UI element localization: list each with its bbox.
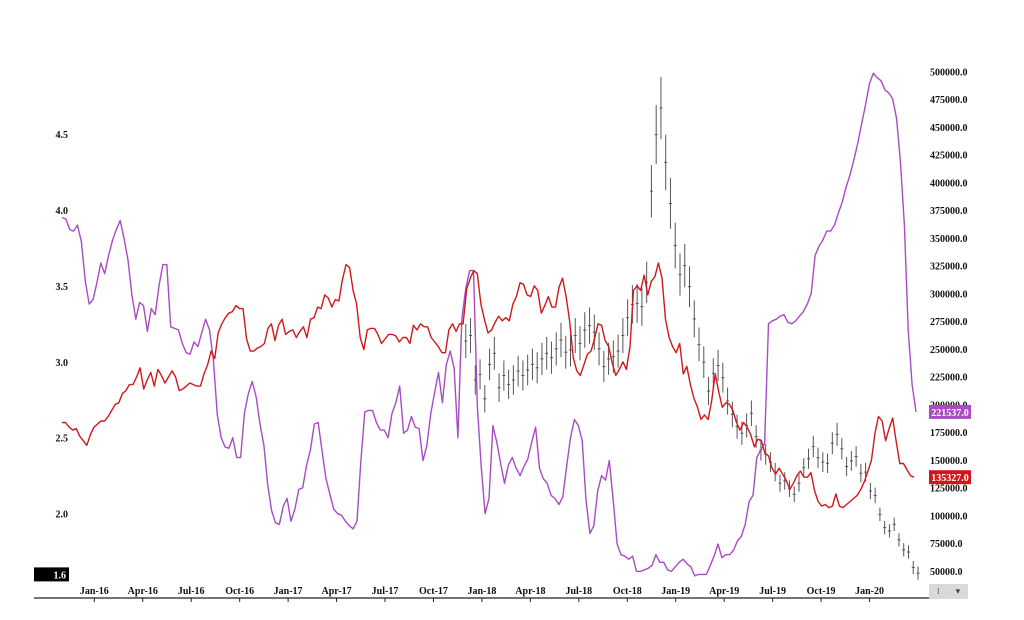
right-axis-tick-label: 425000.0 — [930, 151, 968, 162]
x-axis-tick-label: Oct-18 — [613, 586, 642, 597]
right-axis-tick-label: 450000.0 — [930, 123, 968, 134]
right-axis-ticks: 50000.0 75000.0 100000.0 125000.0 150000.0 17… — [930, 67, 968, 578]
left-axis-tick-label: 3.5 — [56, 282, 69, 293]
right-axis-tick-label: 375000.0 — [930, 206, 968, 217]
x-axis-tick-label: Apr-17 — [321, 586, 351, 597]
last-value-tag-text: 221537.0 — [931, 408, 969, 419]
last-value-tag — [929, 404, 971, 419]
left-axis-tick-label: 4.5 — [56, 130, 69, 141]
last-value-tag — [929, 470, 971, 485]
x-axis-tick-label: Oct-19 — [807, 586, 836, 597]
right-axis-tick-label: 75000.0 — [930, 539, 963, 550]
right-axis-tick-label: 475000.0 — [930, 95, 968, 106]
right-axis-tick-label: 300000.0 — [930, 289, 968, 300]
drag-handle-icon[interactable]: ⁞ — [936, 586, 940, 597]
x-axis-tick-label: Jul-17 — [372, 586, 399, 597]
x-axis-ticks: Jan-16 Apr-16 Jul-16 Oct-16 Jan-17 Apr-17 Jul-… — [80, 586, 884, 602]
series-line-1 — [62, 262, 915, 509]
right-axis-tick-label: 150000.0 — [930, 456, 968, 467]
x-axis-tick-label: Jan-20 — [855, 586, 884, 597]
right-axis-tick-label: 225000.0 — [930, 373, 968, 384]
x-axis-tick-label: Apr-19 — [709, 586, 739, 597]
x-axis-tick-label: Jan-16 — [80, 586, 109, 597]
x-axis-tick-label: Oct-16 — [225, 586, 254, 597]
x-axis-tick-label: Apr-16 — [128, 586, 158, 597]
x-axis-tick-label: Jan-17 — [274, 586, 303, 597]
left-axis-tick-label: 4.0 — [56, 206, 69, 217]
right-axis-tick-label: 350000.0 — [930, 234, 968, 245]
right-axis-tick-label: 250000.0 — [930, 345, 968, 356]
right-axis-tick-label: 125000.0 — [930, 484, 968, 495]
x-axis-tick-label: Jul-16 — [178, 586, 205, 597]
x-axis-tick-label: Jan-18 — [467, 586, 496, 597]
ohlc-bars — [464, 76, 920, 580]
right-axis-tick-label: 325000.0 — [930, 262, 968, 273]
x-axis-tick-label: Jul-18 — [565, 586, 592, 597]
left-axis-tick-label: 3.0 — [56, 358, 69, 369]
last-value-tag-text: 1.6 — [54, 570, 67, 581]
line-series — [61, 72, 917, 577]
last-value-tags: 221537.0 135327.0 1.6 — [34, 404, 971, 582]
x-axis-tick-label: Jan-19 — [661, 586, 690, 597]
left-axis-tick-label: 2.5 — [56, 434, 69, 445]
dropdown-arrow-icon[interactable]: ▾ — [955, 586, 961, 597]
last-value-tag — [34, 567, 69, 582]
right-axis-tick-label: 275000.0 — [930, 317, 968, 328]
right-axis-tick-label: 175000.0 — [930, 428, 968, 439]
right-axis-tick-label: 50000.0 — [930, 567, 963, 578]
series-line-0 — [61, 72, 917, 577]
x-axis-tick-label: Jul-19 — [759, 586, 786, 597]
left-axis-tick-label: 2.0 — [56, 510, 69, 521]
right-axis-tick-label: 500000.0 — [930, 67, 968, 78]
left-axis-ticks: 2.0 2.5 3.0 3.5 4.0 4.5 — [56, 130, 69, 521]
last-value-tag-text: 135327.0 — [931, 473, 969, 484]
x-axis-tick-label: Apr-18 — [515, 586, 545, 597]
right-axis-tick-label: 100000.0 — [930, 511, 968, 522]
x-axis-tick-label: Oct-17 — [419, 586, 448, 597]
right-axis-tick-label: 400000.0 — [930, 178, 968, 189]
axis-scroll-control[interactable]: ⁞ ▾ — [929, 584, 968, 599]
